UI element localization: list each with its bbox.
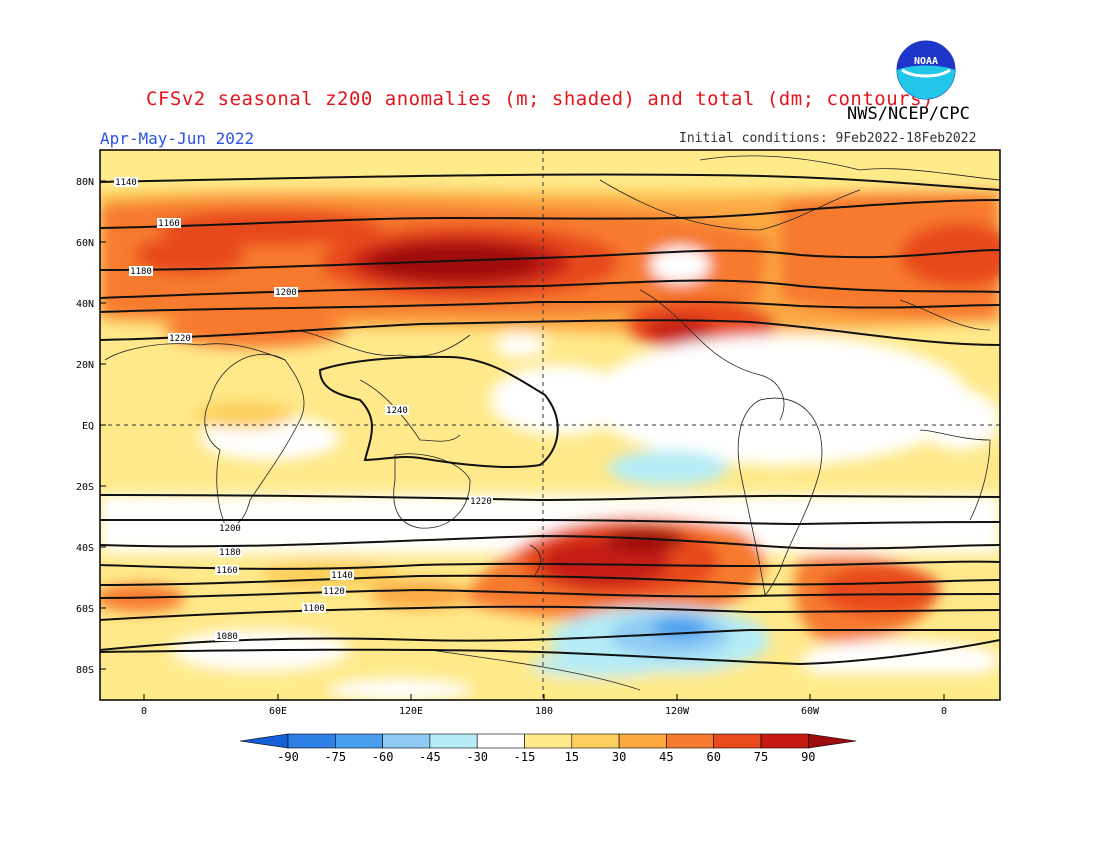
colorbar-tick-label: -45: [419, 750, 441, 764]
svg-text:20N: 20N: [76, 360, 94, 371]
noaa-logo: NOAA: [896, 40, 956, 100]
colorbar-swatch: [713, 733, 762, 749]
agency-label: NWS/NCEP/CPC: [847, 104, 970, 124]
svg-text:1220: 1220: [470, 497, 492, 507]
colorbar-tick-label: -30: [466, 750, 488, 764]
height-contours: [100, 173, 1000, 666]
svg-text:80S: 80S: [76, 665, 94, 676]
svg-text:1140: 1140: [331, 571, 353, 581]
svg-text:40S: 40S: [76, 543, 94, 554]
anomaly-shading: [100, 150, 1000, 700]
contour-labels: 1140 1160 1180 1200 1220 1240 1220 1200 …: [114, 177, 493, 642]
graticule: [100, 150, 1000, 700]
svg-text:60S: 60S: [76, 604, 94, 615]
colorbar-swatch: [334, 733, 383, 749]
colorbar-swatch: [239, 733, 289, 749]
initial-conditions-label: Initial conditions: 9Feb2022-18Feb2022: [679, 131, 977, 146]
latitude-ticks: [100, 180, 106, 670]
svg-text:1200: 1200: [275, 288, 297, 298]
svg-text:180: 180: [535, 706, 553, 717]
colorbar-swatch: [760, 733, 809, 749]
colorbar-swatch: [287, 733, 336, 749]
svg-text:1160: 1160: [216, 566, 238, 576]
season-label: Apr-May-Jun 2022: [100, 129, 255, 148]
latitude-axis: 80N 60N 40N 20N EQ 20S 40S 60S 80S: [76, 177, 94, 676]
svg-text:1160: 1160: [158, 219, 180, 229]
colorbar-swatch: [476, 733, 525, 749]
colorbar-swatch: [618, 733, 667, 749]
colorbar-swatch: [429, 733, 478, 749]
svg-text:1220: 1220: [169, 334, 191, 344]
svg-text:NOAA: NOAA: [914, 56, 938, 67]
map-title: CFSv2 seasonal z200 anomalies (m; shaded…: [146, 88, 934, 110]
svg-text:80N: 80N: [76, 177, 94, 188]
coastlines: [104, 155, 1000, 691]
svg-text:1080: 1080: [216, 632, 238, 642]
colorbar-swatch: [382, 733, 431, 749]
svg-text:1180: 1180: [130, 267, 152, 277]
colorbar-tick-label: -15: [514, 750, 536, 764]
svg-text:0: 0: [141, 706, 147, 717]
svg-text:1240: 1240: [386, 406, 408, 416]
longitude-axis: 0 60E 120E 180 120W 60W 0: [141, 706, 947, 717]
svg-text:60N: 60N: [76, 238, 94, 249]
svg-text:1120: 1120: [323, 587, 345, 597]
colorbar-swatch: [524, 733, 573, 749]
svg-text:1180: 1180: [219, 548, 241, 558]
colorbar-tick-label: 75: [754, 750, 768, 764]
svg-text:40N: 40N: [76, 299, 94, 310]
colorbar-swatch: [571, 733, 620, 749]
colorbar-tick-label: -60: [372, 750, 394, 764]
svg-text:60W: 60W: [801, 706, 820, 717]
colorbar-swatch: [666, 733, 715, 749]
colorbar-swatch: [807, 733, 857, 749]
colorbar-tick-label: 90: [801, 750, 815, 764]
svg-text:60E: 60E: [269, 706, 287, 717]
colorbar-tick-label: -90: [277, 750, 299, 764]
svg-text:0: 0: [941, 706, 947, 717]
svg-text:120W: 120W: [665, 706, 690, 717]
svg-text:1200: 1200: [219, 524, 241, 534]
colorbar: -90 -75 -60 -45 -30 -15 15 30 45 60 75 90: [239, 733, 857, 764]
svg-text:120E: 120E: [399, 706, 423, 717]
longitude-ticks: [143, 694, 945, 700]
colorbar-tick-label: 45: [659, 750, 673, 764]
colorbar-tick-label: 60: [706, 750, 720, 764]
colorbar-tick-label: 15: [565, 750, 579, 764]
svg-text:1100: 1100: [303, 604, 325, 614]
svg-text:EQ: EQ: [82, 421, 94, 432]
colorbar-tick-label: -75: [324, 750, 346, 764]
colorbar-tick-label: 30: [612, 750, 626, 764]
svg-text:1140: 1140: [115, 178, 137, 188]
svg-text:20S: 20S: [76, 482, 94, 493]
